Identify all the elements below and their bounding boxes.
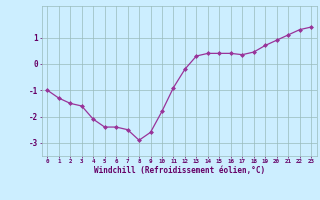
X-axis label: Windchill (Refroidissement éolien,°C): Windchill (Refroidissement éolien,°C) bbox=[94, 166, 265, 175]
